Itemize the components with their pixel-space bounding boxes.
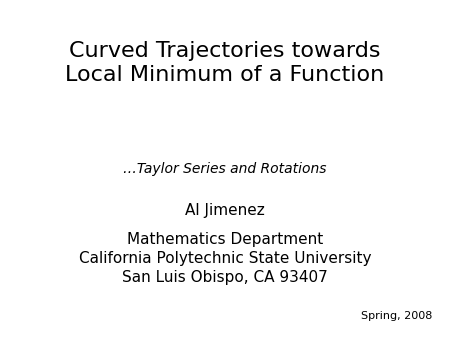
- Text: Al Jimenez: Al Jimenez: [185, 203, 265, 218]
- Text: Spring, 2008: Spring, 2008: [360, 311, 432, 321]
- Text: Mathematics Department
California Polytechnic State University
San Luis Obispo, : Mathematics Department California Polyte…: [79, 232, 371, 285]
- Text: Curved Trajectories towards
Local Minimum of a Function: Curved Trajectories towards Local Minimu…: [65, 41, 385, 84]
- Text: …Taylor Series and Rotations: …Taylor Series and Rotations: [123, 162, 327, 176]
